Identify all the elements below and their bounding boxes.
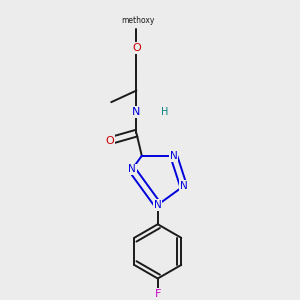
Text: N: N: [180, 181, 188, 191]
Text: N: N: [154, 200, 162, 210]
Text: F: F: [154, 289, 161, 299]
Text: N: N: [132, 107, 141, 117]
Text: O: O: [105, 136, 114, 146]
Text: H: H: [161, 107, 168, 117]
Text: methoxy: methoxy: [122, 16, 155, 25]
Text: O: O: [132, 43, 141, 53]
Text: N: N: [170, 151, 178, 161]
Text: N: N: [128, 164, 136, 174]
